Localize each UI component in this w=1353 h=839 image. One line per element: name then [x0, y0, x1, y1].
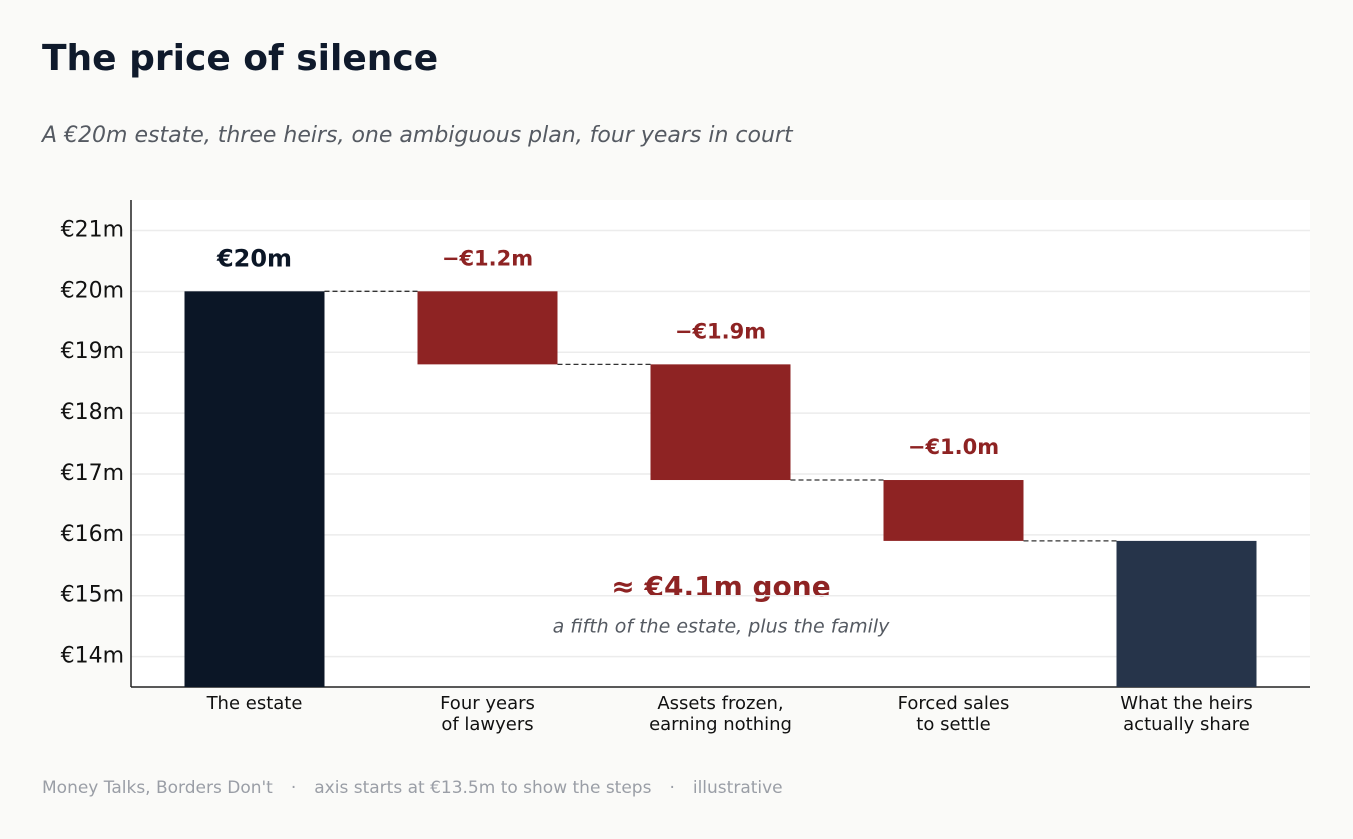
y-tick-label: €21m — [61, 217, 124, 242]
value-label: €20m — [216, 244, 292, 272]
y-tick-label: €15m — [61, 583, 124, 608]
y-tick-label: €17m — [61, 461, 124, 486]
bar — [883, 480, 1024, 541]
footer: Money Talks, Borders Don't · axis starts a… — [42, 778, 783, 798]
x-tick-label: Assets frozen, earning nothing — [649, 693, 792, 735]
x-tick-line: actually share — [1123, 714, 1250, 735]
footer-part: axis starts at €13.5m to show the steps — [314, 778, 651, 798]
annotation: ≈ €4.1m gone — [611, 570, 830, 603]
x-tick-line: Forced sales — [898, 693, 1010, 714]
y-tick-label: €16m — [61, 522, 124, 547]
x-tick-line: of lawyers — [441, 714, 533, 735]
footer-part: Money Talks, Borders Don't — [42, 778, 273, 798]
y-tick-label: €20m — [61, 278, 124, 303]
x-tick-line: The estate — [206, 693, 303, 714]
x-tick-label: Forced sales to settle — [898, 693, 1010, 735]
footer-separator: · — [669, 778, 674, 798]
x-tick-line: Four years — [440, 693, 535, 714]
x-tick-label: Four years of lawyers — [440, 693, 535, 735]
x-tick-label: What the heirs actually share — [1120, 693, 1253, 735]
bar — [1116, 540, 1257, 687]
bar — [650, 364, 791, 481]
footer-part: illustrative — [693, 778, 783, 798]
value-label: −€1.2m — [442, 246, 533, 270]
y-tick-label: €14m — [61, 644, 124, 669]
x-tick-line: Assets frozen, — [657, 693, 783, 714]
bar — [184, 291, 325, 687]
value-label: −€1.9m — [675, 319, 766, 343]
chart-subtitle: A €20m estate, three heirs, one ambiguou… — [40, 123, 794, 148]
bar — [417, 291, 558, 365]
annotation-note: a fifth of the estate, plus the family — [553, 616, 891, 638]
x-tick-line: What the heirs — [1120, 693, 1253, 714]
x-tick-label: The estate — [206, 693, 303, 714]
value-label: −€1.0m — [908, 435, 999, 459]
y-tick-label: €18m — [61, 400, 124, 425]
footer-separator: · — [291, 778, 296, 798]
x-tick-line: earning nothing — [649, 714, 792, 735]
y-tick-label: €19m — [61, 339, 124, 364]
x-tick-line: to settle — [916, 714, 990, 735]
chart-title: The price of silence — [42, 38, 438, 79]
